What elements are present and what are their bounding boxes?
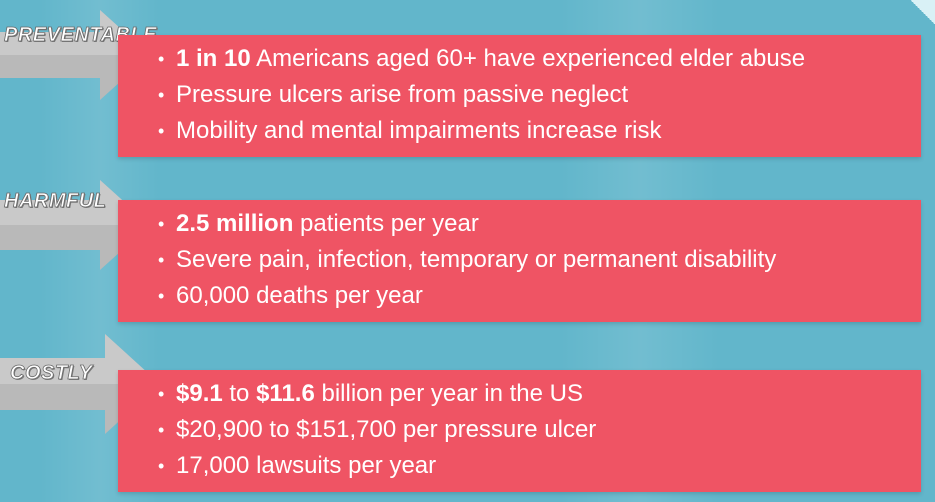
bullet-item: Severe pain, infection, temporary or per… <box>158 242 921 278</box>
bullet-item: 17,000 lawsuits per year <box>158 448 921 484</box>
corner-decoration <box>895 0 935 30</box>
bullet-item: 60,000 deaths per year <box>158 278 921 314</box>
preventable-arrow <box>0 10 150 100</box>
bullet-item: Pressure ulcers arise from passive negle… <box>158 77 921 113</box>
bullet-item: $9.1 to $11.6 billion per year in the US <box>158 376 921 412</box>
bullet-item: 1 in 10 Americans aged 60+ have experien… <box>158 41 921 77</box>
section-label-harmful: HARMFUL <box>4 190 107 213</box>
bullet-item: 2.5 million patients per year <box>158 206 921 242</box>
harmful-arrow <box>0 180 150 270</box>
costly-panel: $9.1 to $11.6 billion per year in the US… <box>118 370 921 492</box>
preventable-panel: 1 in 10 Americans aged 60+ have experien… <box>118 35 921 157</box>
bullet-item: Mobility and mental impairments increase… <box>158 113 921 149</box>
section-label-costly: COSTLY <box>10 362 93 385</box>
bullet-item: $20,900 to $151,700 per pressure ulcer <box>158 412 921 448</box>
harmful-panel: 2.5 million patients per year Severe pai… <box>118 200 921 322</box>
